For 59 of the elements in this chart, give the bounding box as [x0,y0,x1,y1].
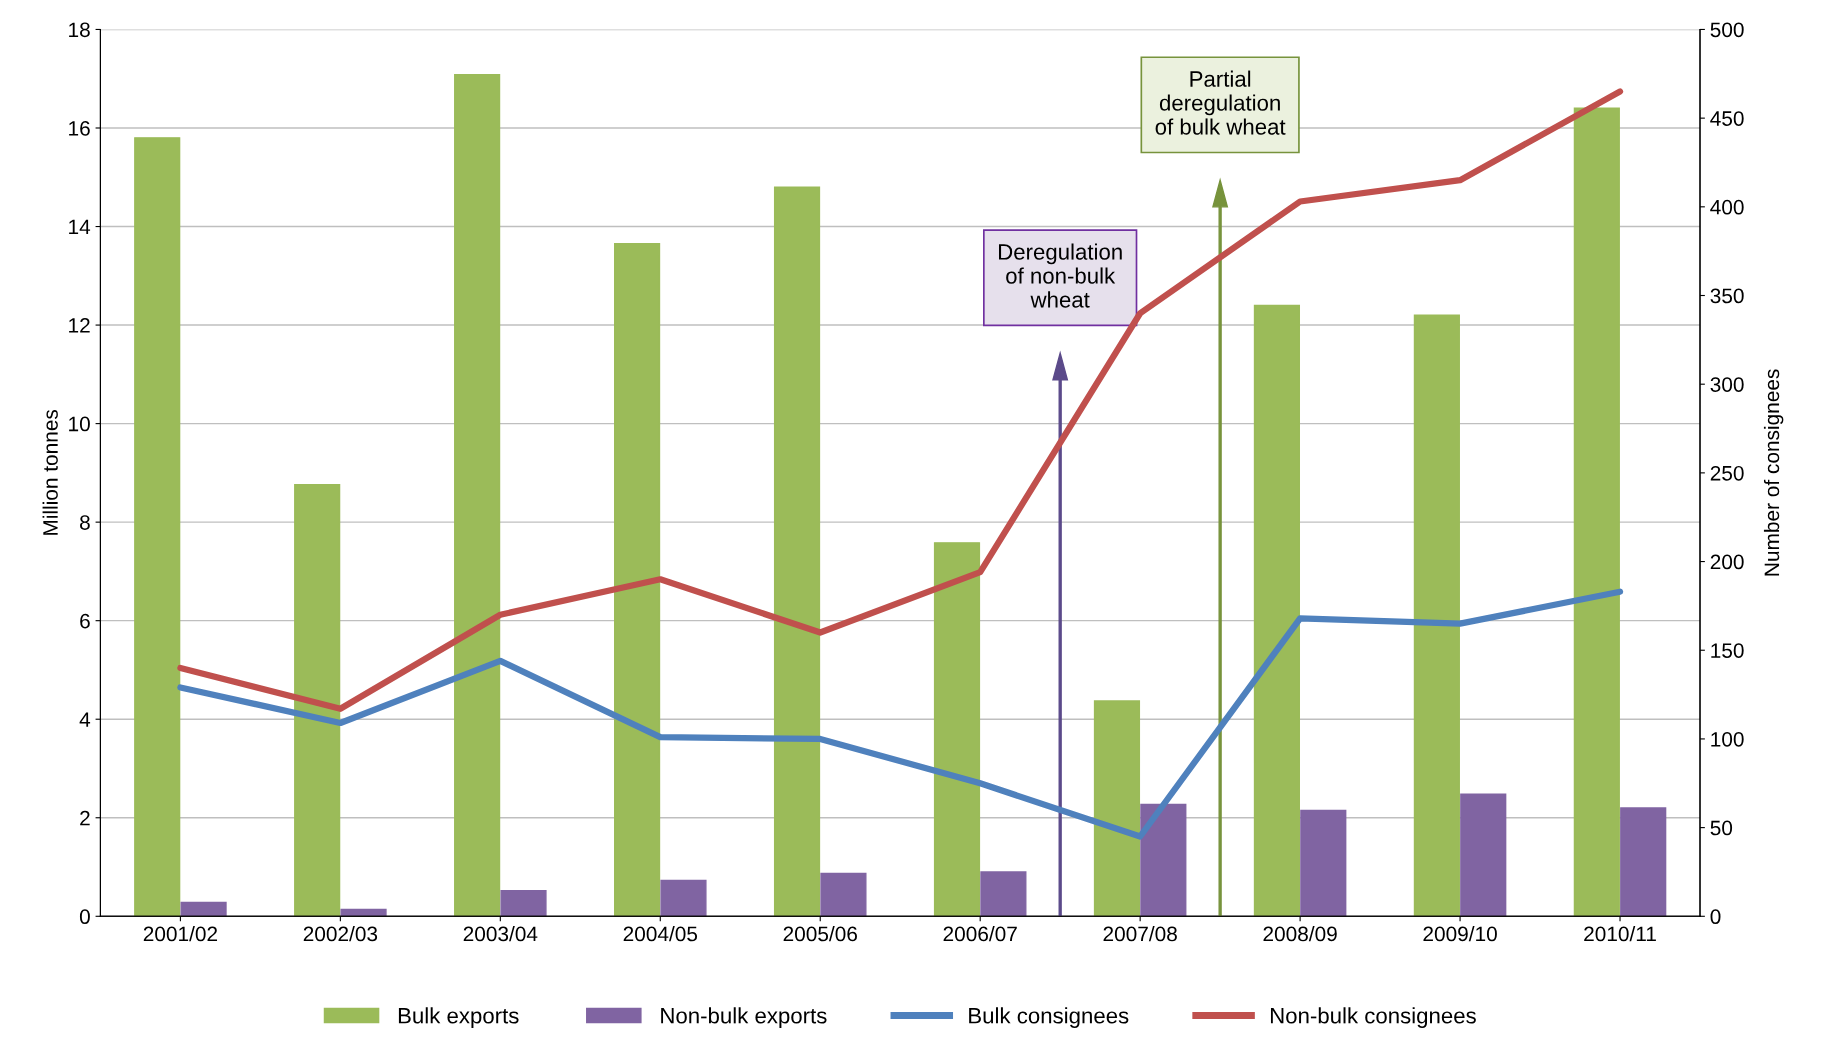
y2-tick-label: 200 [1710,554,1744,570]
y2-tick-label: 450 [1710,111,1744,126]
bar [1573,107,1620,917]
y-tick-label: 6 [80,613,90,629]
legend-label: Non-bulk exports [661,1007,827,1028]
x-tick-label: 2003/04 [463,926,538,942]
bar [1093,700,1141,917]
x-tick-label: 2010/11 [1584,926,1656,942]
x-tick-label: 2006/07 [943,926,1017,942]
y-axis-title: Million tonnes [42,409,58,535]
bar [134,137,181,917]
y-tick-label: 16 [69,120,90,136]
bar [660,879,707,917]
x-tick-label: 2001/02 [143,926,218,942]
x-tick-label: 2009/10 [1423,926,1497,942]
bar [1300,809,1347,917]
x-tick-label: 2007/08 [1103,926,1177,942]
y2-tick-label: 300 [1710,377,1744,392]
annotation: Partial deregulation of bulk wheat [1155,70,1286,135]
bar [180,901,227,917]
y-tick-label: 8 [80,515,90,530]
y2-axis-title: Number of consignees [1763,369,1784,576]
x-tick-label: 2004/05 [623,926,698,942]
bar [613,243,661,917]
bar [1140,803,1187,917]
bar [1460,793,1507,917]
y2-tick-label: 150 [1711,643,1744,658]
y2-tick-label: 100 [1711,731,1744,747]
y-tick-label: 2 [80,810,90,826]
y2-tick-label: 50 [1710,820,1733,836]
x-tick-label: 2005/06 [783,926,857,942]
bar [340,908,387,917]
bar [933,542,981,917]
y2-tick-label: 350 [1710,288,1744,304]
legend-label: Bulk consignees [969,1007,1129,1028]
bar [980,871,1027,917]
bar [773,186,821,917]
y-tick-label: 18 [69,22,90,38]
bar [820,872,867,917]
bar [500,889,547,917]
bar [1253,304,1301,917]
y-tick-label: 0 [79,909,90,925]
y2-tick-label: 400 [1710,199,1744,215]
y2-tick-label: 250 [1710,465,1744,481]
x-tick-label: 2008/09 [1263,926,1337,942]
y-tick-label: 4 [79,712,91,727]
y-tick-label: 12 [69,318,90,333]
y2-tick-label: 500 [1710,22,1744,38]
y-tick-label: 14 [69,219,91,235]
bar [454,74,501,917]
annotation: Deregulation of non-bulk wheat [999,243,1122,308]
legend-label: Non-bulk consignees [1270,1007,1476,1028]
y-tick-label: 10 [69,416,90,432]
bar [1413,314,1460,917]
legend-label: Bulk exports [398,1007,519,1028]
bar [1620,807,1667,917]
y2-tick-label: 0 [1710,909,1721,925]
x-tick-label: 2002/03 [303,926,378,942]
bar [294,484,341,917]
